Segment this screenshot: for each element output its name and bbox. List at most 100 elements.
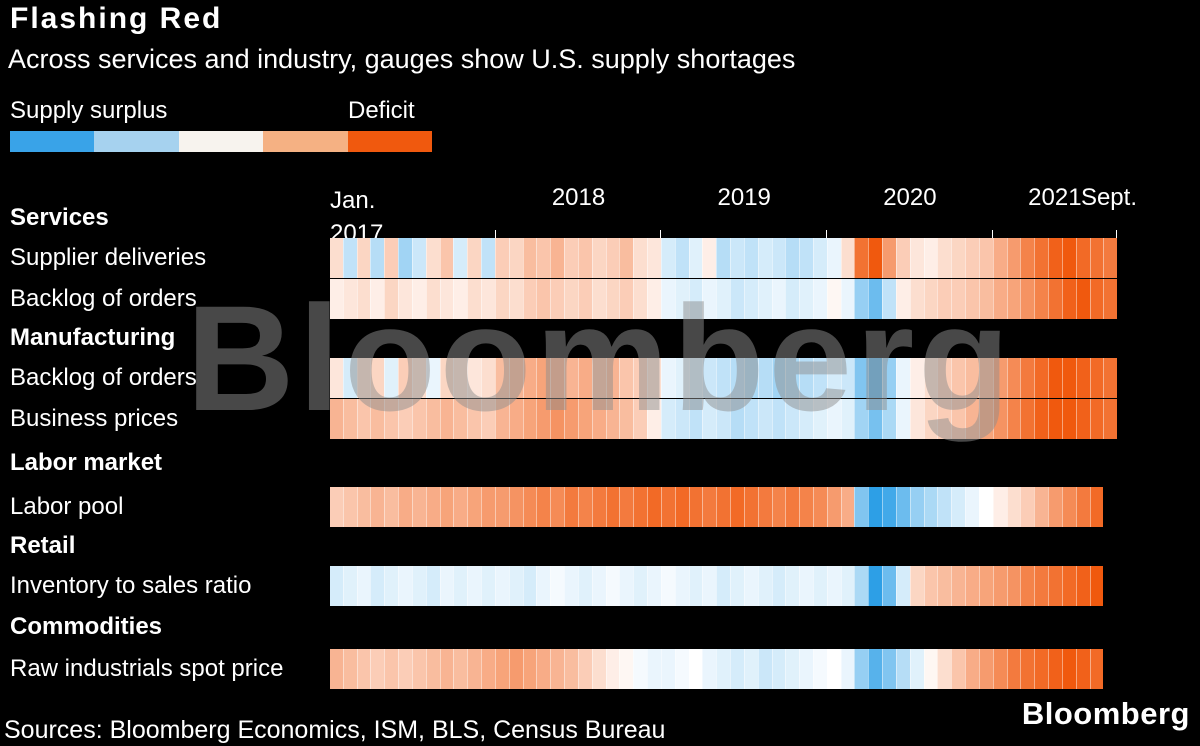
heatmap-cell xyxy=(1103,357,1118,398)
heatmap-cell xyxy=(536,648,551,689)
heatmap-row: Backlog of orders xyxy=(0,278,1200,319)
heatmap-cell xyxy=(937,565,952,606)
heatmap-cell xyxy=(605,237,620,278)
heatmap-cell xyxy=(688,237,703,278)
heatmap-cell xyxy=(840,237,855,278)
heatmap-cell xyxy=(550,565,565,606)
heatmap-cell xyxy=(398,565,412,606)
heatmap-cell xyxy=(799,278,813,319)
heatmap-cell xyxy=(868,237,883,278)
heatmap-cell xyxy=(522,648,537,689)
heatmap-strip xyxy=(330,237,1118,278)
heatmap-cell xyxy=(330,398,343,439)
heatmap-cell xyxy=(425,565,440,606)
heatmap-strip xyxy=(330,398,1118,439)
heatmap-cell xyxy=(965,565,979,606)
heatmap-row: Backlog of orders xyxy=(0,357,1200,398)
heatmap-row: Raw industrials spot price xyxy=(0,648,1200,689)
heatmap-cell xyxy=(439,398,454,439)
heatmap-cell xyxy=(840,398,855,439)
chart-subtitle: Across services and industry, gauges sho… xyxy=(8,44,796,74)
heatmap-cell xyxy=(342,398,357,439)
heatmap-cell xyxy=(425,398,440,439)
heatmap-cell xyxy=(522,486,537,527)
heatmap-cell xyxy=(1034,398,1049,439)
heatmap-cell xyxy=(992,648,1007,689)
heatmap-cell xyxy=(799,357,813,398)
heatmap-cell xyxy=(633,398,648,439)
heatmap-cell xyxy=(411,237,426,278)
heatmap-cell xyxy=(1061,565,1076,606)
heatmap-cell xyxy=(1075,278,1090,319)
heatmap-cell xyxy=(826,486,841,527)
heatmap-cell xyxy=(467,357,482,398)
heatmap-cell xyxy=(481,486,495,527)
heatmap-cell xyxy=(882,648,896,689)
row-label: Labor pool xyxy=(10,492,124,520)
heatmap-cell xyxy=(619,565,634,606)
legend-color-segment xyxy=(263,131,348,152)
heatmap-cell xyxy=(1020,398,1035,439)
heatmap-cell xyxy=(923,565,938,606)
heatmap-cell xyxy=(1075,398,1090,439)
heatmap-cell xyxy=(826,648,841,689)
heatmap-cell xyxy=(384,237,399,278)
heatmap-cell xyxy=(439,565,454,606)
color-legend: Supply surplus Deficit xyxy=(10,97,433,152)
heatmap-cell xyxy=(481,398,495,439)
heatmap-cell xyxy=(923,237,938,278)
heatmap-cell xyxy=(1020,648,1035,689)
heatmap-cell xyxy=(494,486,509,527)
heatmap-strip xyxy=(330,278,1118,319)
heatmap-strip xyxy=(330,565,1104,606)
heatmap-cell xyxy=(647,237,661,278)
heatmap-cell xyxy=(577,565,592,606)
heatmap-cell xyxy=(508,278,523,319)
heatmap-cell xyxy=(951,398,966,439)
heatmap-cell xyxy=(992,237,1007,278)
heatmap-cell xyxy=(370,486,385,527)
heatmap-cell xyxy=(937,486,952,527)
heatmap-cell xyxy=(1103,398,1118,439)
heatmap-cell xyxy=(398,486,412,527)
heatmap-cell xyxy=(1020,486,1035,527)
heatmap-cell xyxy=(909,357,924,398)
heatmap-cell xyxy=(356,648,371,689)
heatmap-cell xyxy=(330,486,343,527)
heatmap-cell xyxy=(909,565,924,606)
heatmap-cell xyxy=(398,398,412,439)
heatmap-cell xyxy=(992,398,1007,439)
heatmap-cell xyxy=(937,398,952,439)
heatmap-cell xyxy=(591,398,606,439)
heatmap-cell xyxy=(330,357,343,398)
heatmap-cell xyxy=(605,398,620,439)
heatmap-cell xyxy=(951,648,966,689)
heatmap-cell xyxy=(937,278,952,319)
heatmap-cell xyxy=(826,398,841,439)
heatmap-cell xyxy=(688,565,703,606)
heatmap-cell xyxy=(895,398,910,439)
heatmap-row: Business prices xyxy=(0,398,1200,439)
heatmap-cell xyxy=(771,486,786,527)
heatmap-cell xyxy=(591,357,606,398)
heatmap-cell xyxy=(702,398,717,439)
heatmap-cell xyxy=(674,237,689,278)
heatmap-cell xyxy=(1089,278,1104,319)
heatmap-cell xyxy=(785,648,800,689)
axis-last-label: Sept. xyxy=(1080,184,1137,211)
heatmap-cell xyxy=(467,486,482,527)
heatmap-cell xyxy=(619,237,634,278)
heatmap-cell xyxy=(730,398,744,439)
heatmap-cell xyxy=(508,398,523,439)
heatmap-cell xyxy=(757,357,772,398)
heatmap-cell xyxy=(965,357,979,398)
heatmap-cell xyxy=(411,398,426,439)
heatmap-cell xyxy=(1089,648,1104,689)
heatmap-cell xyxy=(591,565,606,606)
heatmap-cell xyxy=(660,237,675,278)
heatmap-cell xyxy=(439,237,454,278)
heatmap-cell xyxy=(854,237,869,278)
heatmap-cell xyxy=(1034,565,1049,606)
heatmap-cell xyxy=(453,648,468,689)
heatmap-cell xyxy=(1006,278,1021,319)
